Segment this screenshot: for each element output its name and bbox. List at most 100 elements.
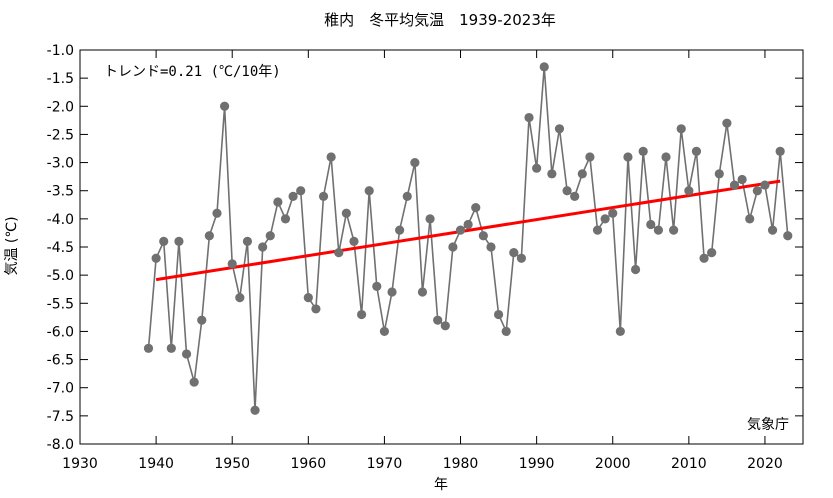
data-point bbox=[532, 163, 542, 173]
data-point bbox=[288, 191, 298, 201]
y-tick-label: -4.0 bbox=[47, 212, 74, 228]
data-point bbox=[585, 152, 595, 162]
y-tick-label: -2.5 bbox=[47, 127, 74, 143]
data-point bbox=[220, 101, 230, 111]
data-point bbox=[745, 214, 755, 224]
data-point bbox=[630, 264, 641, 275]
data-point bbox=[760, 180, 770, 190]
y-tick-label: -3.0 bbox=[47, 156, 74, 172]
data-point bbox=[227, 259, 237, 269]
y-tick-label: -1.0 bbox=[47, 43, 74, 59]
data-point bbox=[273, 197, 283, 207]
data-point bbox=[623, 152, 633, 162]
data-point bbox=[265, 231, 275, 241]
y-tick-label: -5.0 bbox=[47, 268, 74, 284]
x-tick-label: 1940 bbox=[138, 456, 174, 472]
data-point bbox=[181, 349, 192, 359]
data-point bbox=[684, 186, 694, 196]
data-point bbox=[402, 191, 412, 201]
data-point bbox=[356, 309, 367, 320]
x-tick-label: 2010 bbox=[671, 456, 707, 472]
data-point bbox=[653, 225, 664, 235]
data-point bbox=[387, 287, 397, 297]
data-point bbox=[250, 405, 260, 415]
data-point bbox=[204, 231, 214, 241]
y-axis-label: 気温 (℃) bbox=[4, 216, 20, 275]
data-point bbox=[516, 253, 527, 263]
data-point bbox=[562, 186, 572, 196]
data-point bbox=[714, 169, 724, 179]
data-point bbox=[600, 214, 610, 224]
data-point bbox=[433, 315, 443, 325]
data-point bbox=[326, 152, 336, 162]
data-point bbox=[699, 253, 709, 263]
data-point bbox=[197, 315, 207, 325]
data-point bbox=[143, 343, 154, 353]
trend-line bbox=[155, 179, 781, 282]
data-point bbox=[349, 236, 359, 246]
data-point bbox=[486, 242, 496, 252]
data-point bbox=[524, 112, 534, 123]
x-tick-label: 2020 bbox=[747, 456, 783, 472]
x-tick-label: 1950 bbox=[214, 456, 250, 472]
data-point bbox=[395, 225, 405, 235]
y-tick-label: -8.0 bbox=[47, 437, 74, 453]
data-point bbox=[189, 377, 199, 387]
data-point bbox=[592, 225, 603, 235]
x-axis-label: 年 bbox=[434, 477, 448, 493]
data-point bbox=[638, 146, 648, 156]
data-point bbox=[455, 225, 466, 235]
y-ticks: -1.0 -1.5 -2.0 -2.5 -3.0 -3.5 -4.0 -4.5 -5.0 -5.5… bbox=[47, 43, 803, 453]
plot-area bbox=[143, 62, 793, 415]
data-point bbox=[539, 62, 549, 72]
trend-annotation: トレンド=0.21 (℃/10年) bbox=[104, 64, 281, 80]
data-point bbox=[417, 287, 428, 297]
data-point bbox=[311, 304, 321, 314]
data-point bbox=[334, 248, 344, 258]
y-tick-label: -7.0 bbox=[47, 381, 74, 397]
data-point bbox=[577, 169, 587, 179]
data-point bbox=[646, 219, 656, 230]
x-tick-label: 1980 bbox=[443, 456, 479, 472]
data-point bbox=[318, 191, 329, 201]
data-point bbox=[729, 180, 740, 190]
data-point bbox=[341, 208, 351, 218]
x-tick-label: 1970 bbox=[367, 456, 403, 472]
x-tick-label: 1990 bbox=[519, 456, 555, 472]
data-point bbox=[448, 242, 458, 252]
data-point bbox=[296, 186, 306, 196]
x-tick-label: 1930 bbox=[62, 456, 98, 472]
data-point bbox=[166, 343, 176, 353]
data-point bbox=[691, 146, 702, 156]
data-point bbox=[509, 248, 519, 258]
data-point bbox=[775, 146, 785, 156]
data-point bbox=[722, 118, 732, 128]
data-point bbox=[174, 236, 184, 246]
data-point bbox=[661, 152, 671, 162]
y-tick-label: -5.5 bbox=[47, 296, 74, 312]
chart-title: 稚内 冬平均気温 1939-2023年 bbox=[324, 11, 556, 29]
data-point bbox=[364, 186, 374, 196]
y-tick-label: -6.5 bbox=[47, 353, 74, 369]
source-label: 気象庁 bbox=[747, 417, 789, 433]
data-point bbox=[608, 208, 618, 218]
data-point bbox=[478, 231, 488, 241]
data-point bbox=[410, 157, 420, 168]
data-point bbox=[235, 293, 245, 303]
data-point bbox=[570, 191, 580, 201]
data-point bbox=[379, 326, 390, 337]
data-point bbox=[471, 203, 481, 213]
plot-frame bbox=[79, 49, 804, 445]
data-point bbox=[669, 225, 679, 235]
data-point bbox=[159, 236, 169, 246]
data-point bbox=[554, 124, 565, 134]
data-point bbox=[303, 293, 313, 303]
data-point bbox=[440, 321, 450, 331]
x-tick-label: 1960 bbox=[290, 456, 326, 472]
data-point bbox=[493, 309, 504, 320]
data-point bbox=[547, 169, 557, 179]
y-tick-label: -3.5 bbox=[47, 184, 74, 200]
y-tick-label: -1.5 bbox=[47, 71, 74, 87]
data-point bbox=[242, 236, 253, 246]
